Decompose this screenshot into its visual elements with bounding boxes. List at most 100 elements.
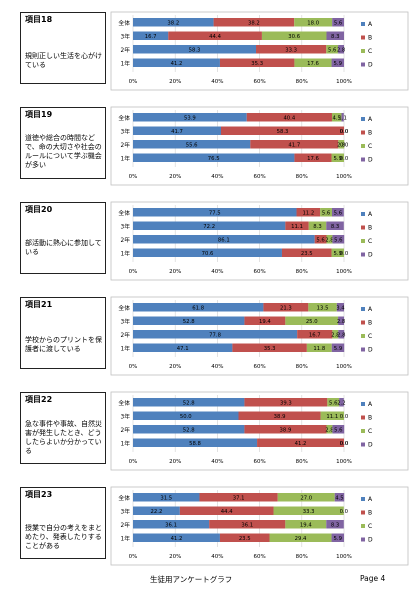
data-label: 2.8: [325, 428, 334, 434]
legend-label: C: [368, 428, 372, 435]
bar-segment-C: [327, 398, 340, 407]
bar-segment-C: [326, 425, 333, 434]
bar-segment-B: [281, 248, 332, 257]
bar-segment-B: [250, 140, 339, 149]
category-label: 2年: [121, 521, 131, 529]
legend-swatch-C: [361, 144, 365, 148]
category-label: 2年: [121, 236, 131, 244]
data-label: 33.3: [303, 509, 315, 515]
category-label: 1年: [121, 60, 131, 68]
data-label: 41.2: [171, 61, 183, 67]
question-box: 項目21 学校からのプリントを保護者に渡している: [20, 297, 106, 369]
legend-swatch-B: [361, 35, 365, 40]
category-label: 1年: [121, 250, 131, 258]
data-label: 41.7: [171, 129, 183, 135]
data-label: 5.6: [334, 428, 343, 434]
data-label: 27.0: [300, 496, 312, 502]
question-box: 項目18 規則正しい生活を心がけている: [20, 12, 106, 84]
bar-segment-C: [306, 343, 332, 352]
bar-segment-C: [294, 58, 332, 67]
legend-swatch-A: [361, 497, 365, 501]
legend-label: B: [368, 320, 372, 327]
legend-swatch-D: [361, 252, 365, 257]
bar-segment-B: [296, 208, 321, 217]
x-tick-label: 60%: [253, 364, 265, 370]
data-label: 8.3: [331, 34, 339, 40]
data-label: 53.9: [184, 116, 196, 122]
legend-label: C: [368, 333, 372, 340]
data-label: 70.6: [202, 251, 214, 257]
x-tick-label: 20%: [169, 174, 181, 180]
data-label: 22.2: [151, 509, 163, 515]
x-tick-label: 40%: [211, 79, 223, 85]
bar-segment-C: [331, 153, 344, 162]
data-label: 3.4: [336, 306, 345, 312]
bar-segment-A: [133, 438, 258, 447]
x-tick-label: 0%: [129, 174, 138, 180]
legend-label: C: [368, 238, 372, 245]
bar-segment-C: [320, 411, 344, 420]
category-label: 3年: [121, 128, 131, 136]
legend-swatch-B: [361, 320, 365, 325]
bar-segment-A: [133, 248, 282, 257]
bar-segment-A: [133, 18, 214, 27]
bar-segment-B: [244, 316, 286, 325]
data-label: 40.4: [283, 116, 295, 122]
data-label: 61.8: [192, 306, 204, 312]
x-tick-label: 100%: [336, 174, 352, 180]
x-tick-label: 80%: [296, 79, 308, 85]
category-label: 3年: [121, 508, 131, 516]
bar-segment-B: [213, 18, 295, 27]
bar-segment-B: [219, 58, 295, 67]
legend-label: A: [368, 21, 373, 28]
data-label: 37.1: [233, 496, 245, 502]
bar-segment-B: [246, 113, 332, 122]
category-label: 全体: [118, 209, 130, 217]
bar-segment-C: [294, 18, 333, 27]
question-text: 学校からのプリントを保護者に渡している: [25, 336, 102, 353]
x-tick-label: 60%: [253, 554, 265, 560]
data-label: 2.8: [331, 333, 340, 339]
category-label: 2年: [121, 46, 131, 54]
data-label: 41.7: [288, 143, 300, 149]
legend-label: A: [368, 306, 373, 313]
data-label: 30.6: [288, 34, 300, 40]
item-title: 項目22: [25, 395, 53, 404]
data-label: 44.4: [209, 34, 221, 40]
chart-6: 0% 20% 40% 60% 80% 100% 全体 31.5 37.1 27.0 4.5 3年 22.…: [110, 486, 409, 566]
bar-segment-A: [133, 31, 169, 40]
legend-label: D: [368, 62, 373, 69]
data-label: 0.0: [340, 414, 349, 420]
x-tick-label: 0%: [129, 79, 138, 85]
legend-label: D: [368, 537, 373, 544]
data-label: 19.4: [300, 523, 312, 529]
data-label: 5.6: [322, 211, 331, 217]
bar-segment-A: [133, 303, 264, 312]
bar-segment-C: [308, 303, 337, 312]
legend-swatch-B: [361, 510, 365, 515]
x-tick-label: 20%: [169, 554, 181, 560]
data-label: 16.7: [145, 34, 157, 40]
data-label: 5.6: [334, 211, 343, 217]
chart-1: 0% 20% 40% 60% 80% 100% 全体 38.2 38.2 18.0 5.6 3年 16.…: [110, 11, 409, 91]
category-label: 全体: [118, 494, 130, 502]
data-label: 44.4: [221, 509, 233, 515]
question-box: 項目19 道徳や総合の時間などで、命の大切さや社会のルールについて学ぶ機会が多い: [20, 107, 106, 179]
data-label: 5.9: [334, 61, 342, 67]
data-label: 29.4: [295, 536, 307, 542]
data-label: 0.0: [340, 441, 349, 447]
legend-swatch-A: [361, 402, 365, 406]
bar-segment-C: [326, 235, 333, 244]
data-label: 38.9: [280, 428, 292, 434]
bar-segment-A: [133, 425, 245, 434]
data-label: 2.8: [337, 143, 346, 149]
data-label: 35.3: [251, 61, 263, 67]
bar-segment-D: [341, 113, 344, 122]
data-label: 17.6: [307, 61, 319, 67]
data-label: 1.1: [338, 116, 346, 122]
data-label: 77.5: [209, 211, 221, 217]
bar-segment-D: [332, 425, 345, 434]
x-tick-label: 20%: [169, 459, 181, 465]
data-label: 25.0: [306, 319, 318, 325]
legend-swatch-B: [361, 130, 365, 135]
